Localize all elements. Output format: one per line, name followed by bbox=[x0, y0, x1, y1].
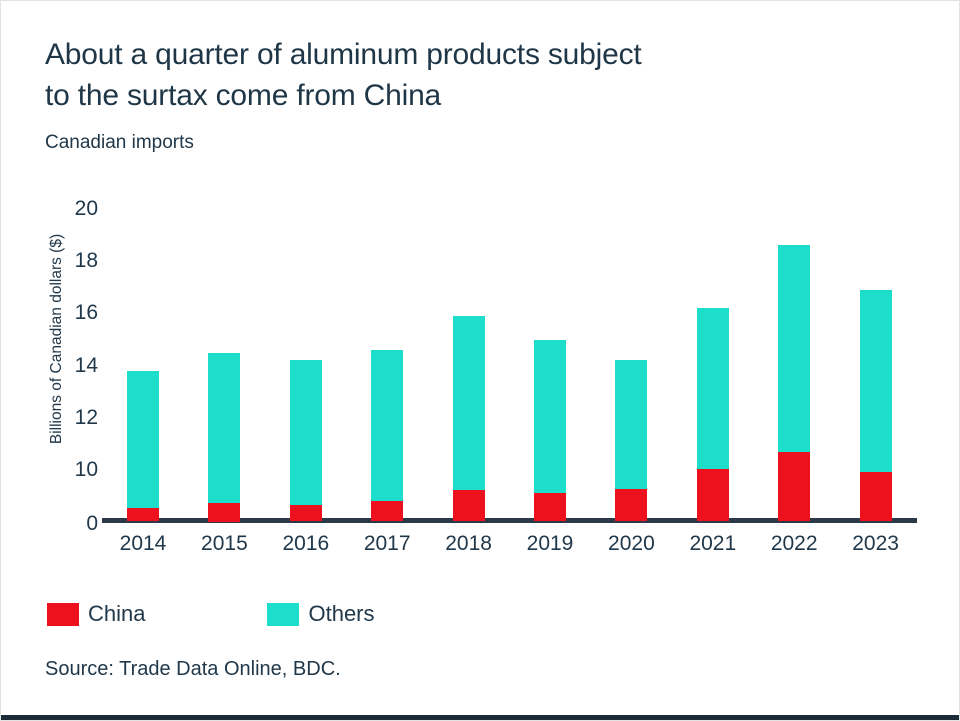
y-tick-label-20: 20 bbox=[74, 196, 98, 220]
china-color-swatch bbox=[47, 602, 79, 626]
x-tick-label-2019: 2019 bbox=[526, 532, 574, 555]
x-tick-label-2023: 2023 bbox=[852, 532, 899, 555]
bar-2023 bbox=[859, 289, 892, 522]
segment-china-2021 bbox=[696, 469, 729, 522]
chart-title-line1: About a quarter of aluminum products sub… bbox=[45, 38, 642, 71]
chart-title: About a quarter of aluminum products sub… bbox=[45, 34, 642, 116]
x-tick-label-2014: 2014 bbox=[119, 532, 167, 555]
segment-china-2016 bbox=[289, 504, 322, 522]
bar-2018 bbox=[452, 316, 485, 522]
x-tick-label-2021: 2021 bbox=[689, 532, 737, 555]
segment-others-2023 bbox=[859, 289, 892, 472]
segment-others-2022 bbox=[778, 245, 811, 453]
bar-2022 bbox=[778, 245, 811, 522]
y-tick-label-18: 18 bbox=[74, 249, 98, 273]
chart-title-line2: to the surtax come from China bbox=[45, 79, 442, 112]
segment-others-2014 bbox=[127, 370, 159, 509]
segment-others-2020 bbox=[615, 360, 648, 489]
bar-2015 bbox=[208, 352, 241, 522]
segment-others-2016 bbox=[289, 360, 322, 505]
bar-2021 bbox=[696, 308, 729, 522]
segment-others-2019 bbox=[534, 339, 566, 493]
y-tick-label-16: 16 bbox=[74, 301, 98, 325]
legend: China Others bbox=[47, 601, 375, 627]
segment-others-2021 bbox=[696, 308, 729, 470]
segment-china-2023 bbox=[859, 471, 892, 522]
segment-china-2019 bbox=[534, 492, 566, 522]
x-tick-label-2020: 2020 bbox=[608, 532, 655, 555]
bar-2019 bbox=[534, 339, 566, 522]
segment-china-2014 bbox=[127, 508, 159, 522]
segment-china-2018 bbox=[452, 490, 485, 522]
segment-china-2015 bbox=[208, 503, 241, 522]
segment-others-2018 bbox=[452, 316, 485, 491]
x-tick-label-2015: 2015 bbox=[201, 532, 248, 555]
bar-2016 bbox=[289, 360, 322, 522]
legend-label-others: Others bbox=[308, 601, 375, 626]
segment-china-2017 bbox=[371, 500, 404, 522]
source-note: Source: Trade Data Online, BDC. bbox=[45, 658, 341, 680]
segment-others-2015 bbox=[208, 352, 241, 504]
segment-others-2017 bbox=[371, 350, 404, 501]
x-axis-line bbox=[102, 518, 917, 523]
y-tick-label-10: 10 bbox=[74, 458, 98, 482]
legend-item-china: China bbox=[47, 601, 145, 627]
segment-china-2022 bbox=[778, 452, 811, 522]
others-color-swatch bbox=[267, 602, 300, 626]
y-tick-label-14: 14 bbox=[74, 353, 98, 377]
bar-2017 bbox=[371, 350, 404, 522]
x-tick-label-2022: 2022 bbox=[770, 532, 818, 555]
x-tick-label-2018: 2018 bbox=[445, 532, 492, 555]
bottom-accent-bar bbox=[1, 715, 959, 720]
legend-label-china: China bbox=[88, 601, 146, 626]
y-tick-label-0: 0 bbox=[86, 512, 98, 535]
legend-item-others: Others bbox=[267, 601, 375, 627]
bar-2014 bbox=[127, 370, 159, 522]
x-tick-label-2017: 2017 bbox=[363, 532, 411, 555]
y-tick-label-12: 12 bbox=[74, 406, 98, 429]
x-tick-label-2016: 2016 bbox=[282, 532, 330, 555]
segment-china-2020 bbox=[615, 488, 648, 522]
chart-subtitle: Canadian imports bbox=[45, 132, 194, 153]
bar-2020 bbox=[615, 360, 648, 522]
